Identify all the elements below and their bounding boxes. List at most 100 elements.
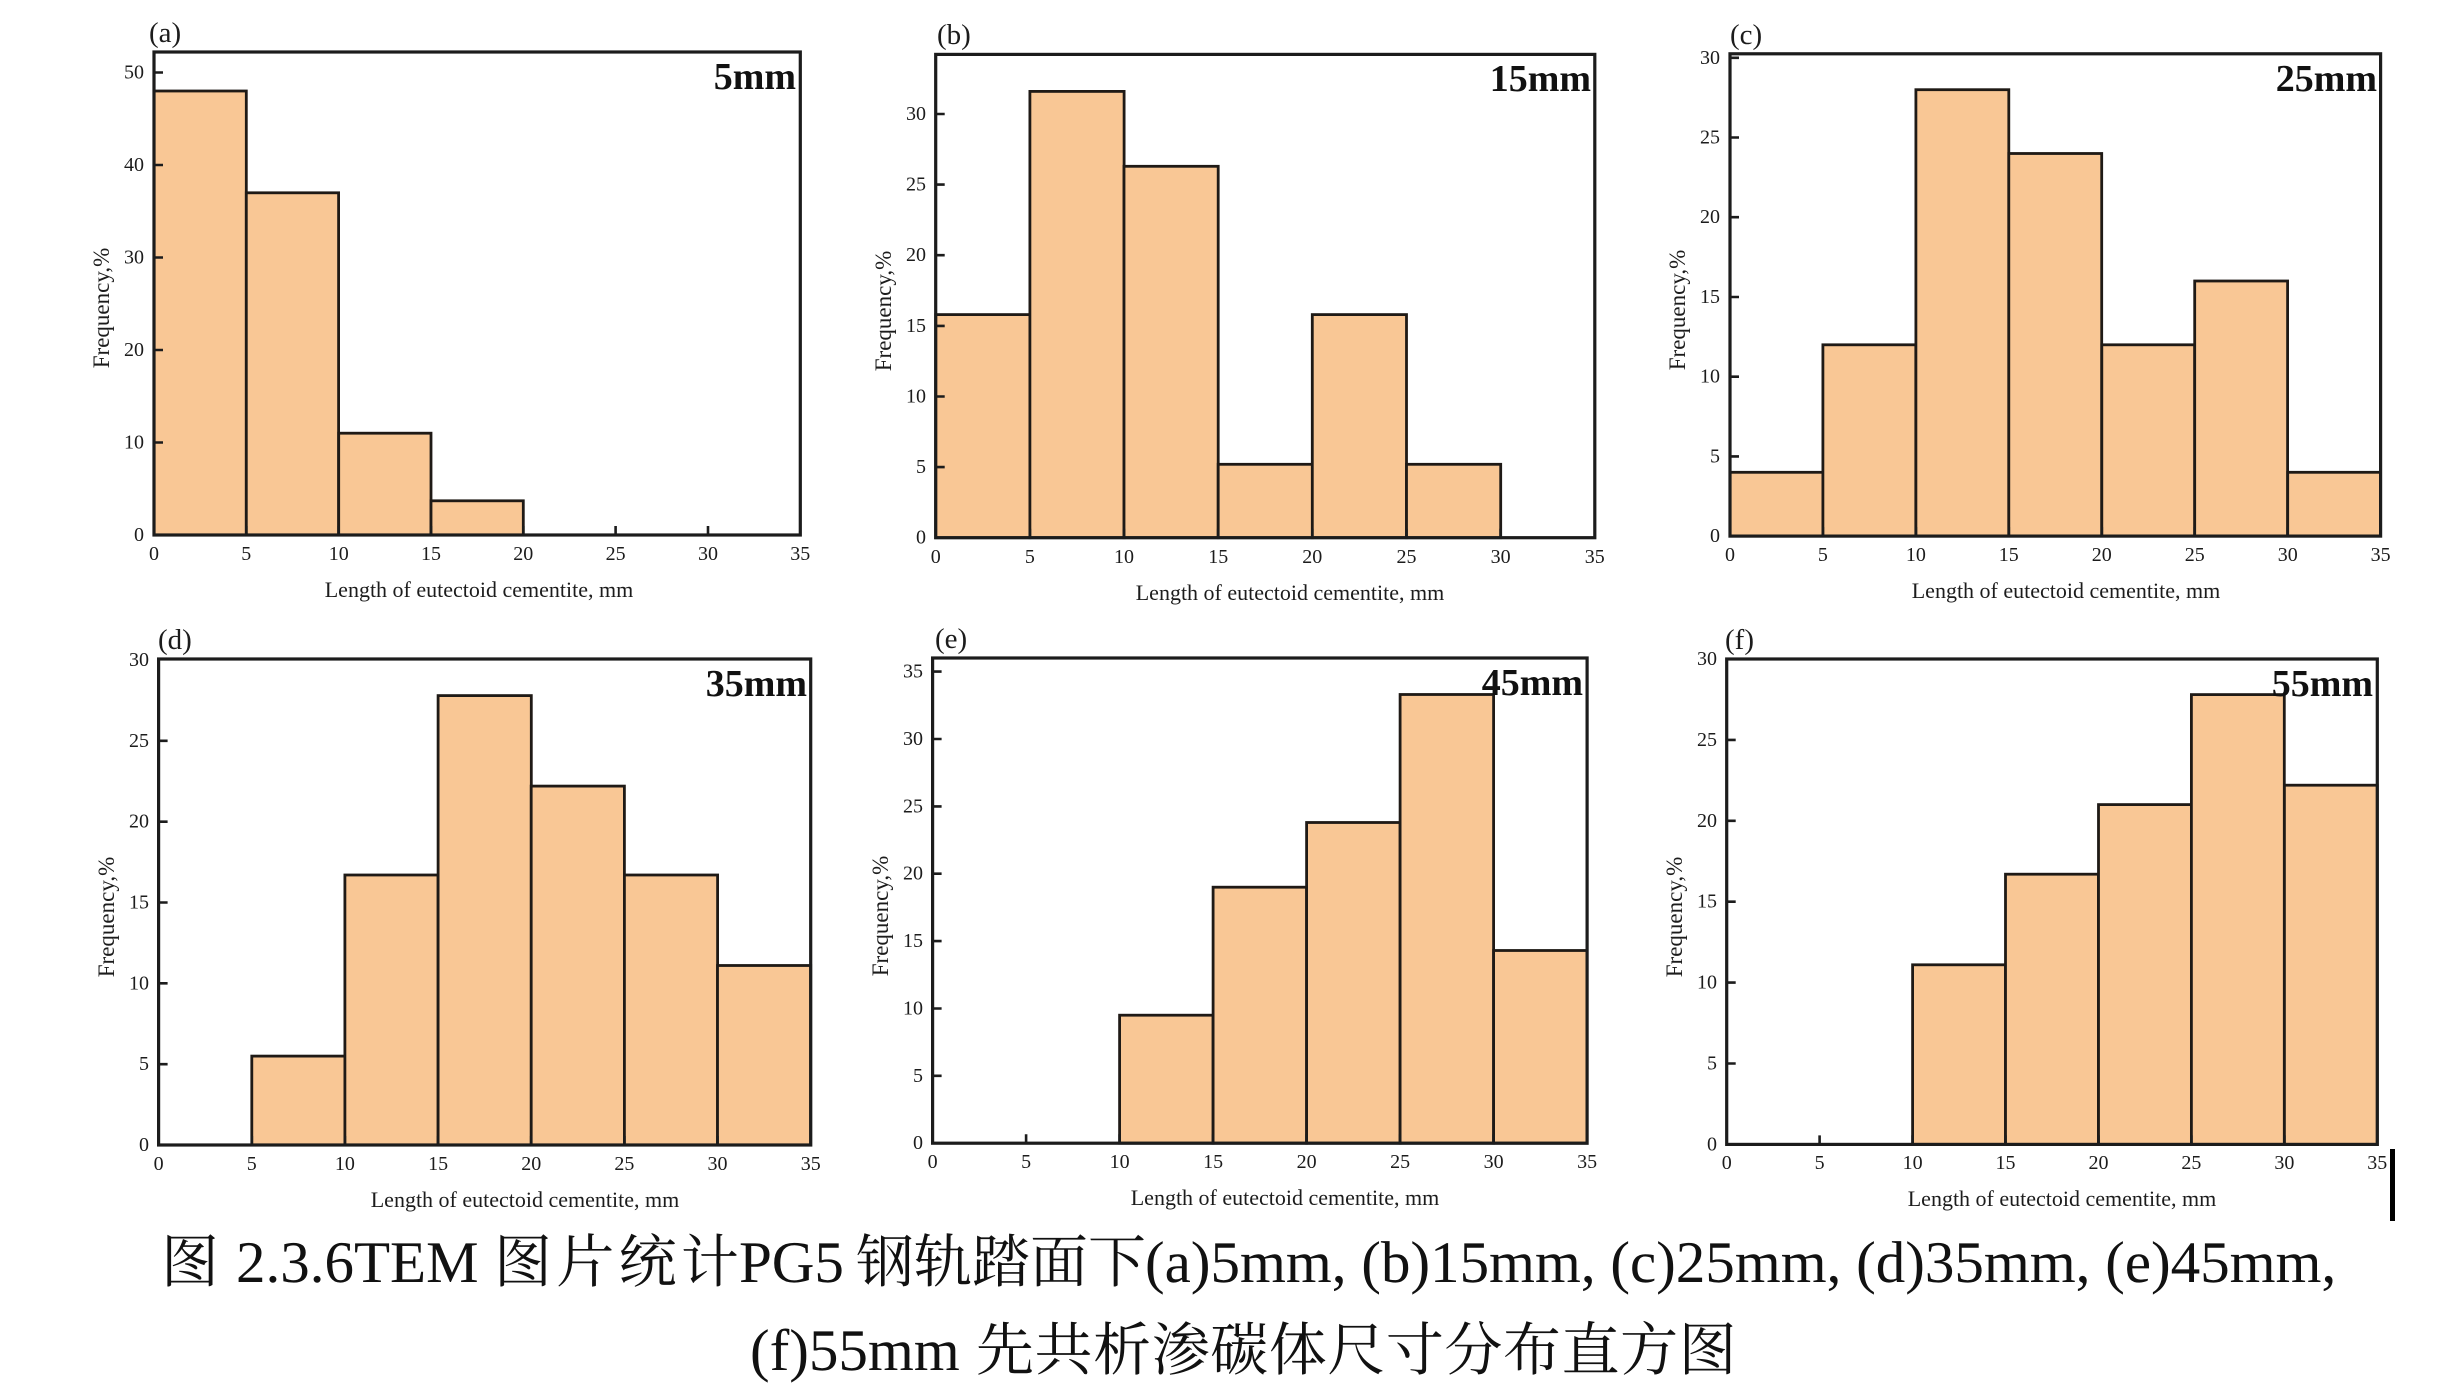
svg-text:5: 5 [1710,445,1720,467]
svg-text:5mm: 5mm [714,56,796,98]
svg-text:15: 15 [903,930,923,952]
svg-text:0: 0 [913,1132,923,1154]
svg-text:5: 5 [1021,1151,1031,1173]
svg-text:20: 20 [1700,206,1720,228]
svg-text:Length of eutectoid cementite,: Length of eutectoid cementite, mm [325,577,634,602]
svg-text:5: 5 [913,1065,923,1087]
svg-text:20: 20 [903,863,923,885]
svg-text:15: 15 [1208,546,1228,568]
svg-text:30: 30 [124,247,144,269]
svg-text:50: 50 [124,62,144,84]
svg-text:25mm: 25mm [2276,58,2377,100]
svg-text:10: 10 [906,386,926,408]
svg-text:40: 40 [124,154,144,176]
svg-text:25: 25 [1390,1151,1410,1173]
svg-text:25: 25 [1697,729,1717,751]
svg-text:5: 5 [916,456,926,478]
svg-text:10: 10 [1114,546,1134,568]
svg-text:5: 5 [247,1153,257,1175]
svg-text:15: 15 [1697,891,1717,913]
svg-text:Length of eutectoid cementite,: Length of eutectoid cementite, mm [1908,1186,2217,1211]
svg-text:5: 5 [139,1053,149,1075]
svg-text:0: 0 [916,527,926,549]
svg-text:25: 25 [1397,546,1417,568]
svg-text:Frequency,%: Frequency,% [1662,857,1687,978]
svg-text:(c): (c) [1730,19,1762,51]
svg-text:15: 15 [421,543,441,565]
svg-text:(d): (d) [158,624,192,656]
svg-text:35: 35 [1577,1151,1597,1173]
svg-text:0: 0 [1710,525,1720,547]
svg-text:25: 25 [614,1153,634,1175]
svg-text:0: 0 [134,524,144,546]
svg-text:25: 25 [606,543,626,565]
svg-text:20: 20 [521,1153,541,1175]
svg-text:15: 15 [1996,1152,2016,1174]
svg-text:0: 0 [928,1151,938,1173]
svg-text:10: 10 [335,1153,355,1175]
svg-text:20: 20 [1297,1151,1317,1173]
svg-text:Length of eutectoid cementite,: Length of eutectoid cementite, mm [371,1187,680,1212]
svg-text:25: 25 [129,730,149,752]
svg-text:45mm: 45mm [1482,662,1583,704]
svg-text:25: 25 [1700,127,1720,149]
svg-text:20: 20 [2092,544,2112,566]
svg-text:25: 25 [2181,1152,2201,1174]
svg-text:30: 30 [2274,1152,2294,1174]
svg-text:30: 30 [1491,546,1511,568]
svg-text:10: 10 [329,543,349,565]
svg-text:15mm: 15mm [1490,58,1591,100]
svg-text:Length of eutectoid cementite,: Length of eutectoid cementite, mm [1136,580,1445,605]
svg-text:10: 10 [1903,1152,1923,1174]
svg-text:15: 15 [129,892,149,914]
svg-text:Frequency,%: Frequency,% [94,857,119,978]
svg-text:10: 10 [1700,366,1720,388]
svg-text:30: 30 [1697,648,1717,670]
svg-text:5: 5 [1707,1053,1717,1075]
svg-text:20: 20 [513,543,533,565]
svg-text:55mm: 55mm [2272,663,2373,705]
svg-text:10: 10 [903,998,923,1020]
svg-text:20: 20 [129,811,149,833]
svg-text:30: 30 [1700,47,1720,69]
svg-text:(e): (e) [935,623,967,655]
svg-text:30: 30 [698,543,718,565]
svg-text:35: 35 [2371,544,2391,566]
svg-text:5: 5 [241,543,251,565]
svg-text:5: 5 [1025,546,1035,568]
svg-text:25: 25 [906,174,926,196]
svg-text:20: 20 [906,244,926,266]
svg-text:0: 0 [1725,544,1735,566]
svg-text:15: 15 [1203,1151,1223,1173]
svg-text:10: 10 [124,432,144,454]
svg-text:30: 30 [903,728,923,750]
svg-text:35: 35 [1585,546,1605,568]
svg-text:(f): (f) [1725,624,1754,656]
svg-text:35: 35 [903,661,923,683]
svg-text:15: 15 [428,1153,448,1175]
svg-text:20: 20 [2089,1152,2109,1174]
svg-text:0: 0 [139,1134,149,1156]
svg-text:(b): (b) [937,19,971,51]
svg-text:15: 15 [1700,286,1720,308]
svg-text:35mm: 35mm [706,663,807,705]
svg-text:20: 20 [1697,810,1717,832]
svg-text:Frequency,%: Frequency,% [1665,250,1690,371]
svg-text:0: 0 [149,543,159,565]
svg-text:Length of eutectoid cementite,: Length of eutectoid cementite, mm [1912,578,2221,603]
svg-text:0: 0 [931,546,941,568]
svg-text:Frequency,%: Frequency,% [868,856,893,977]
svg-text:25: 25 [2185,544,2205,566]
svg-text:Frequency,%: Frequency,% [89,248,114,369]
svg-text:10: 10 [1906,544,1926,566]
svg-text:20: 20 [124,339,144,361]
svg-text:35: 35 [2367,1152,2387,1174]
svg-text:10: 10 [1110,1151,1130,1173]
svg-text:20: 20 [1302,546,1322,568]
svg-text:(a): (a) [149,17,181,49]
svg-text:35: 35 [801,1153,821,1175]
svg-text:Frequency,%: Frequency,% [871,251,896,372]
svg-text:25: 25 [903,795,923,817]
svg-text:30: 30 [906,103,926,125]
svg-text:0: 0 [154,1153,164,1175]
